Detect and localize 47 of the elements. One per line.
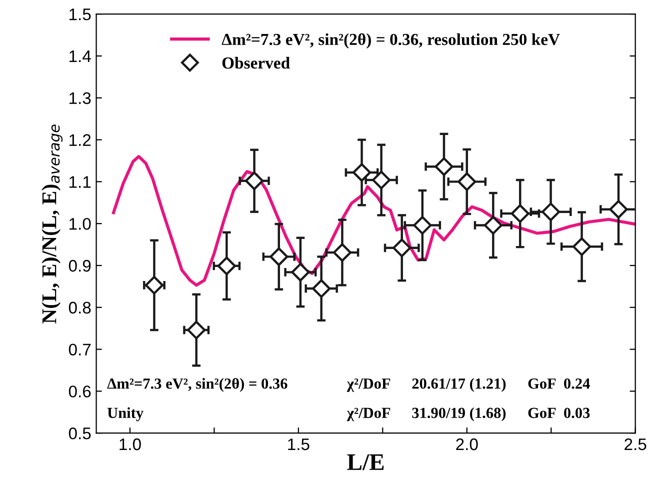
annotation: 20.61/17 (1.21) [412,378,506,392]
point [187,320,206,340]
annotation: GoF 0.24 [528,378,590,389]
point [291,262,310,282]
point [244,172,264,190]
y-tick-label: 0.9 [68,260,91,272]
y-tick-label: 1.4 [70,50,91,62]
point [332,243,352,262]
x-tick-label: 2.5 [624,438,646,450]
point [572,237,592,256]
point [609,200,628,219]
x-tick-label: 1.5 [288,438,310,450]
x-tick-label: 2.0 [456,438,478,450]
point [392,238,412,258]
y-tick-label: 1.3 [70,92,91,104]
point [217,256,236,276]
y-tick-label: 0.7 [68,344,91,356]
y-tick-label: 1.5 [70,8,91,20]
point [270,247,288,266]
y-tick-label: 1.0 [70,218,91,230]
legend-label: Observed [222,56,290,69]
y-tick-label: 0.6 [68,386,91,398]
point [458,172,476,192]
y-tick-label: 1.1 [70,176,91,188]
point [413,216,432,235]
annotation: GoF 0.03 [528,408,590,418]
point [434,157,454,176]
y-tick-label: 1.2 [70,134,91,146]
point [510,204,530,223]
point [484,216,502,235]
annotation: χ²/DoF [346,378,390,392]
annotation: χ²/DoF [346,408,390,422]
y-tick-label: 0.8 [68,302,91,314]
point [312,279,331,298]
point [541,202,560,222]
point [372,170,391,190]
legend-label: Δm²=7.3 eV², sin²(2θ) = 0.36, resolution 250 keV [222,33,560,48]
annotation: 31.90/19 (1.68) [412,407,506,422]
point [144,276,164,295]
line-series [112,155,636,287]
x-tick-label: 1.0 [120,438,141,450]
y-tick-label: 0.5 [68,428,91,440]
y-axis-title: N(L, E)/N(L, E)$_{average}$ [42,124,63,324]
annotation: Unity [107,407,144,422]
annotation: Δm²=7.3 eV², sin²(2θ) = 0.36 [107,378,288,392]
x-axis-title: L/E [347,454,384,470]
point [352,163,372,182]
